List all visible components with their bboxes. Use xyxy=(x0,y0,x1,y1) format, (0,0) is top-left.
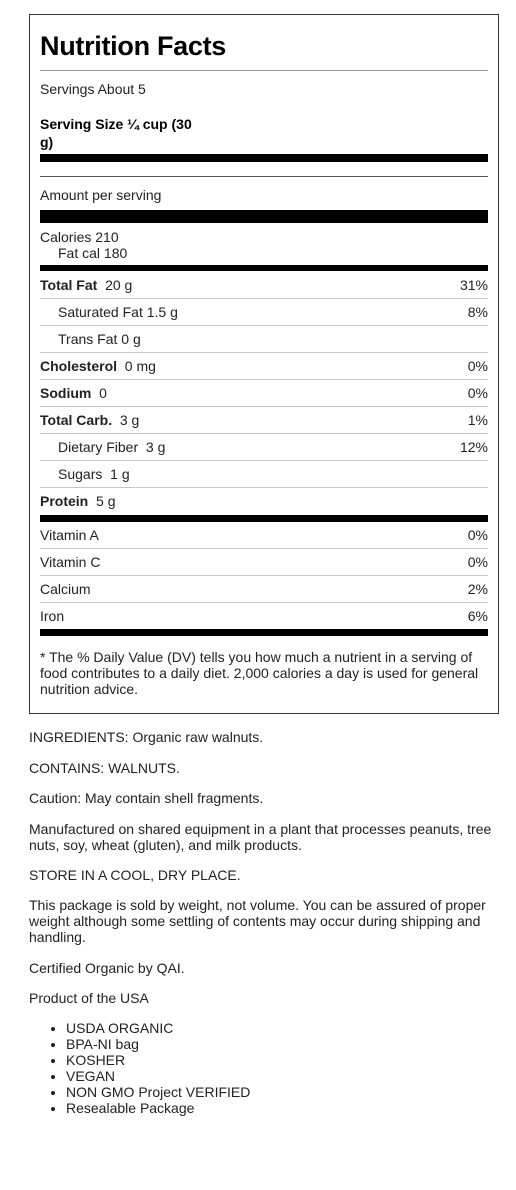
nutrient-amount: 0 mg xyxy=(124,358,156,374)
list-item: USDA ORGANIC xyxy=(66,1020,250,1036)
nutrient-amount: 3 g xyxy=(145,439,166,455)
thick-divider xyxy=(40,154,488,162)
nutrient-row-trans-fat: Trans Fat 0 g xyxy=(40,326,488,353)
nutrient-name: Sodium xyxy=(40,385,92,401)
nutrient-row-protein: Protein 5 g xyxy=(40,488,488,515)
nutrient-name: Sugars xyxy=(58,466,103,482)
nutrient-amount: 1 g xyxy=(110,466,130,482)
divider xyxy=(40,70,488,71)
divider xyxy=(40,176,488,177)
nutrient-name: Total Fat xyxy=(40,277,98,293)
serving-size-line1: Serving Size ¼ cup (30 xyxy=(40,116,192,132)
weight-text: This package is sold by weight, not volu… xyxy=(29,897,486,945)
vitamin-name: Calcium xyxy=(40,581,91,597)
vitamin-dv: 6% xyxy=(467,608,488,624)
nutrient-row-total-fat: Total Fat 20 g 31% xyxy=(40,272,488,299)
caution-text: Caution: May contain shell fragments. xyxy=(29,790,264,806)
vitamin-dv: 0% xyxy=(467,554,488,570)
nutrient-dv: 31% xyxy=(459,277,488,293)
list-item: BPA-NI bag xyxy=(66,1036,250,1052)
contains-text: CONTAINS: WALNUTS. xyxy=(29,760,180,776)
storage-text: STORE IN A COOL, DRY PLACE. xyxy=(29,867,241,883)
nutrient-name: Trans Fat 0 g xyxy=(58,331,141,347)
vitamin-row-iron: Iron 6% xyxy=(40,603,488,630)
list-item: VEGAN xyxy=(66,1068,250,1084)
list-item: NON GMO Project VERIFIED xyxy=(66,1084,250,1100)
nutrient-dv: 0% xyxy=(467,358,488,374)
vitamin-name: Vitamin C xyxy=(40,554,101,570)
ingredients-text: INGREDIENTS: Organic raw walnuts. xyxy=(29,729,264,745)
vitamin-row-c: Vitamin C 0% xyxy=(40,549,488,576)
origin-text: Product of the USA xyxy=(29,990,149,1006)
nutrient-dv: 1% xyxy=(467,412,488,428)
calories-text: Calories 210 xyxy=(40,229,119,245)
nutrient-dv: 12% xyxy=(459,439,488,455)
vitamin-name: Vitamin A xyxy=(40,527,99,543)
nutrient-name: Protein xyxy=(40,493,89,509)
nutrient-row-sodium: Sodium 0 0% xyxy=(40,380,488,407)
thick-divider xyxy=(40,515,488,522)
vitamin-name: Iron xyxy=(40,608,65,624)
nutrient-row-dietary-fiber: Dietary Fiber 3 g 12% xyxy=(40,434,488,461)
nutrient-row-sugars: Sugars 1 g xyxy=(40,461,488,488)
vitamin-dv: 2% xyxy=(467,581,488,597)
manufactured-text: Manufactured on shared equipment in a pl… xyxy=(29,821,492,853)
nutrient-name: Total Carb. xyxy=(40,412,113,428)
daily-value-footnote: * The % Daily Value (DV) tells you how m… xyxy=(40,649,479,697)
nutrient-amount: 0 xyxy=(99,385,107,401)
nutrient-row-total-carb: Total Carb. 3 g 1% xyxy=(40,407,488,434)
nutrient-name: Cholesterol xyxy=(40,358,118,374)
feature-list: USDA ORGANIC BPA-NI bag KOSHER VEGAN NON… xyxy=(29,1020,250,1116)
nutrition-facts-title: Nutrition Facts xyxy=(40,31,227,61)
nutrient-row-saturated-fat: Saturated Fat 1.5 g 8% xyxy=(40,299,488,326)
nutrient-name: Saturated Fat 1.5 g xyxy=(58,304,178,320)
nutrition-facts-panel: Nutrition Facts Servings About 5 Serving… xyxy=(29,14,499,714)
fat-calories-text: Fat cal 180 xyxy=(58,245,128,261)
serving-size-line2: g) xyxy=(40,134,54,150)
vitamin-dv: 0% xyxy=(467,527,488,543)
vitamin-row-calcium: Calcium 2% xyxy=(40,576,488,603)
thick-divider xyxy=(40,210,488,223)
list-item: Resealable Package xyxy=(66,1100,250,1116)
servings-text: Servings About 5 xyxy=(40,81,146,97)
certified-text: Certified Organic by QAI. xyxy=(29,960,185,976)
thick-divider xyxy=(40,629,488,636)
nutrient-amount: 20 g xyxy=(105,277,133,293)
nutrient-row-cholesterol: Cholesterol 0 mg 0% xyxy=(40,353,488,380)
amount-per-serving: Amount per serving xyxy=(40,187,162,203)
nutrient-dv: 8% xyxy=(467,304,488,320)
medium-divider xyxy=(40,265,488,271)
nutrient-name: Dietary Fiber xyxy=(58,439,139,455)
nutrient-dv: 0% xyxy=(467,385,488,401)
list-item: KOSHER xyxy=(66,1052,250,1068)
nutrient-amount: 3 g xyxy=(119,412,140,428)
nutrient-amount: 5 g xyxy=(96,493,116,509)
vitamin-row-a: Vitamin A 0% xyxy=(40,522,488,549)
